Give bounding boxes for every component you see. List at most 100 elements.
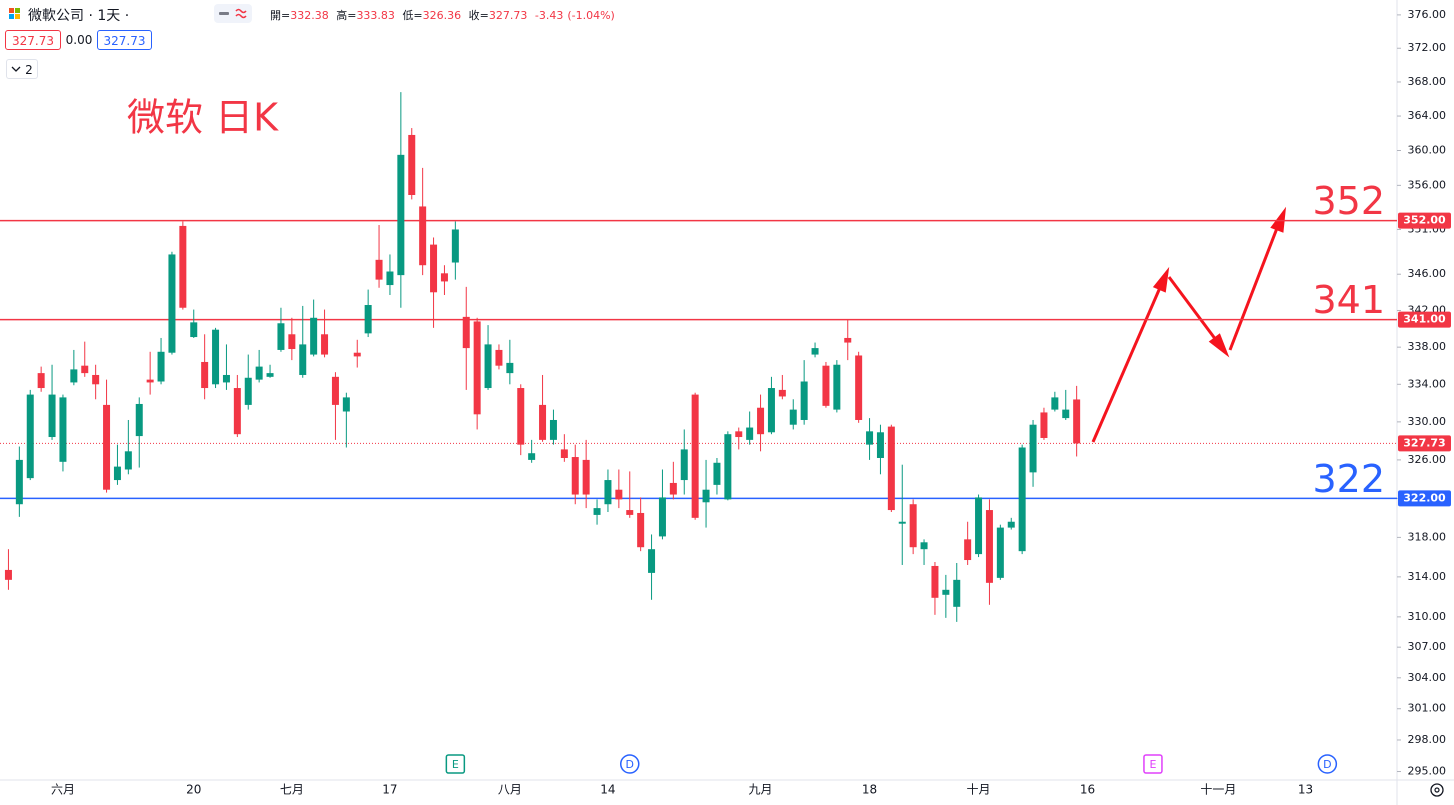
symbol-line: 微軟公司 · 1天 ·	[28, 8, 130, 24]
y-tick-label: 310.00	[1408, 610, 1447, 623]
hide-icon[interactable]	[219, 12, 229, 15]
candle-body	[233, 388, 241, 435]
price-tag-label: 322.00	[1403, 491, 1446, 504]
candle-body	[157, 351, 165, 382]
event-marker-label: E	[1149, 758, 1156, 771]
candle-body	[331, 376, 339, 405]
candle-body	[669, 482, 677, 495]
compare-icon[interactable]	[235, 8, 247, 19]
arrow	[1091, 282, 1164, 443]
candle-body	[702, 489, 710, 503]
candle-body	[582, 459, 590, 495]
change-value: -3.43	[534, 9, 564, 22]
x-tick-label: 十一月	[1200, 783, 1236, 797]
candle-body	[506, 362, 514, 374]
candle-body	[179, 225, 187, 308]
candle-body	[571, 457, 579, 495]
layout-toggle[interactable]: 2	[6, 59, 38, 79]
candle-body	[1051, 397, 1059, 410]
open-label: 開=	[270, 9, 291, 22]
candle-body	[353, 352, 361, 357]
legend-toggles[interactable]	[214, 4, 252, 23]
x-tick-label: 17	[382, 783, 397, 797]
y-tick-label: 364.00	[1408, 109, 1447, 122]
candle-body	[113, 466, 121, 481]
candle-body	[255, 366, 263, 380]
sell-button[interactable]: 327.73	[5, 30, 61, 50]
candle-body	[1018, 447, 1026, 552]
chevron-icon	[11, 66, 21, 72]
event-marker-label: D	[626, 758, 634, 771]
gear-icon[interactable]	[1430, 783, 1444, 797]
candle-body	[37, 373, 45, 389]
candle-body	[996, 527, 1004, 578]
candle-body	[964, 539, 972, 561]
candle-body	[1040, 412, 1048, 438]
candle-body	[299, 344, 307, 375]
price-tag	[1398, 311, 1451, 328]
y-tick-label: 356.00	[1408, 178, 1447, 191]
x-tick-label: 九月	[749, 783, 773, 797]
candle-body	[48, 394, 56, 438]
x-tick-label: 13	[1298, 783, 1313, 797]
y-tick-label: 295.00	[1408, 765, 1447, 778]
event-marker	[1317, 754, 1338, 774]
y-tick-label: 372.00	[1408, 41, 1447, 54]
candle-body	[648, 549, 656, 573]
low-label: 低=	[402, 9, 423, 22]
open-value: 332.38	[290, 9, 329, 22]
candle-body	[473, 321, 481, 415]
candle-body	[866, 431, 874, 445]
candle-body	[495, 349, 503, 366]
price-tag-label: 352.00	[1403, 214, 1446, 227]
candle-body	[310, 317, 318, 355]
candle-body	[560, 449, 568, 458]
y-tick-label: 304.00	[1408, 671, 1447, 684]
candle-body	[190, 322, 198, 338]
candle-body	[321, 334, 329, 355]
toggle-bg[interactable]	[214, 4, 252, 23]
y-tick-label: 376.00	[1408, 8, 1447, 21]
x-tick-label: 18	[862, 783, 877, 797]
buy-button[interactable]: 327.73	[97, 30, 152, 50]
x-tick-label: 八月	[498, 783, 522, 797]
arrow	[1167, 276, 1221, 345]
candle-body	[724, 434, 732, 500]
event-marker	[445, 754, 466, 774]
y-tick-label: 298.00	[1408, 733, 1447, 746]
candle-body	[386, 271, 394, 286]
candle-body	[626, 510, 634, 515]
x-tick-label: 14	[600, 783, 615, 797]
settings-icon[interactable]	[1430, 783, 1444, 797]
candle-body	[1073, 399, 1081, 444]
logo-square	[9, 14, 14, 19]
level-annotation: 322	[1312, 457, 1385, 501]
y-tick-label: 338.00	[1408, 340, 1447, 353]
candle-body	[539, 404, 547, 440]
candle-body	[680, 449, 688, 481]
y-tick-label: 368.00	[1408, 75, 1447, 88]
candle-body	[124, 451, 132, 470]
candle-body	[528, 453, 536, 460]
price-tag	[1398, 490, 1451, 507]
y-tick-label: 330.00	[1408, 415, 1447, 428]
y-tick-label: 307.00	[1408, 640, 1447, 653]
arrow-head	[1208, 333, 1230, 358]
candle-body	[146, 379, 154, 383]
x-tick-label: 十月	[967, 783, 991, 797]
candle-body	[691, 394, 699, 518]
event-marker	[620, 754, 640, 774]
y-tick-label: 326.00	[1408, 453, 1447, 466]
candle-body	[201, 361, 209, 389]
high-label: 高=	[336, 9, 357, 22]
ohlc-legend: 開=332.38 高=333.83 低=326.36 收=327.73 -3.4…	[270, 7, 619, 23]
price-tag	[1398, 212, 1451, 229]
candle-body	[244, 377, 252, 405]
candle-body	[1062, 409, 1070, 419]
candle-body	[397, 154, 405, 276]
candle-body	[277, 323, 285, 350]
candle-body	[887, 426, 895, 511]
level-annotation: 341	[1312, 278, 1385, 322]
candle-body	[909, 504, 917, 548]
candle-body	[855, 355, 863, 420]
